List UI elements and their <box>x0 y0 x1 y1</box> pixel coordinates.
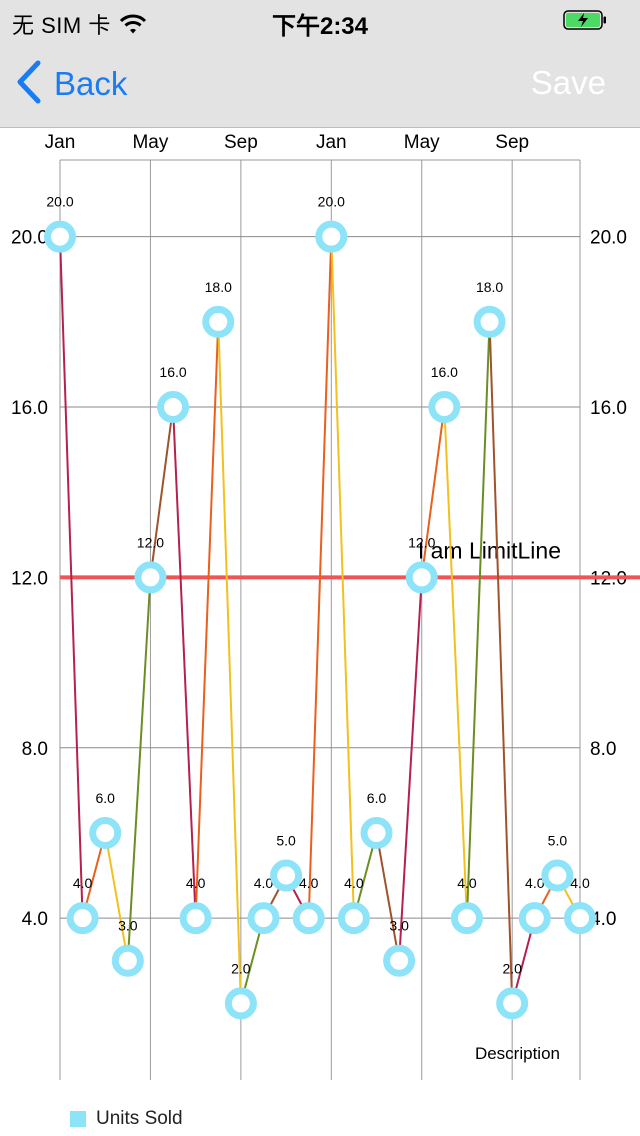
y-tick-label-left: 8.0 <box>22 739 48 760</box>
data-label: 16.0 <box>159 364 186 380</box>
chart-description: Description <box>475 1044 560 1063</box>
data-point <box>224 987 257 1020</box>
x-tick-label: Sep <box>224 132 258 153</box>
series-line-segment <box>194 321 220 919</box>
series-line-segment <box>488 321 514 1004</box>
wifi-icon <box>119 13 147 35</box>
data-label: 16.0 <box>431 364 458 380</box>
x-tick-label: Jan <box>45 132 76 153</box>
data-label: 18.0 <box>476 279 503 295</box>
data-point <box>179 902 212 935</box>
data-label: 4.0 <box>299 875 319 891</box>
data-point <box>564 902 596 935</box>
data-label: 20.0 <box>46 194 73 210</box>
data-point <box>89 816 122 849</box>
line-chart[interactable]: 4.0 4.0 8.0 8.0 12.0 12.0 16.0 16.0 20.0 20.0 Jan M… <box>0 128 640 1136</box>
series-line-segment <box>420 406 446 578</box>
data-label: 3.0 <box>118 918 138 934</box>
series-line-segment <box>217 321 242 1004</box>
status-bar: 无 SIM 卡 下午2:34 <box>0 0 640 40</box>
data-label: 2.0 <box>502 960 522 976</box>
data-label: 4.0 <box>570 875 590 891</box>
y-tick-label-right: 8.0 <box>590 739 616 760</box>
data-point <box>450 902 483 935</box>
back-button[interactable]: Back <box>14 60 127 108</box>
data-label: 12.0 <box>408 534 435 550</box>
data-label: 18.0 <box>205 279 232 295</box>
data-point <box>315 220 348 253</box>
chart-canvas: 4.0 4.0 8.0 8.0 12.0 12.0 16.0 16.0 20.0 20.0 Jan M… <box>11 132 640 1080</box>
data-point <box>134 561 167 594</box>
status-time: 下午2:34 <box>271 13 369 40</box>
data-label: 6.0 <box>95 790 115 806</box>
series-line-segment <box>307 236 333 919</box>
data-point <box>518 902 551 935</box>
y-tick-label-left: 16.0 <box>11 398 48 419</box>
data-point <box>157 391 190 424</box>
data-label: 4.0 <box>344 875 364 891</box>
data-point <box>383 944 416 977</box>
data-point <box>337 902 370 935</box>
chart-legend: Units Sold <box>70 1108 183 1130</box>
legend-label-units-sold: Units Sold <box>96 1108 183 1129</box>
limit-line-label: I am LimitLine <box>418 537 561 563</box>
y-tick-label-right: 20.0 <box>590 228 627 249</box>
x-tick-label: May <box>132 132 168 153</box>
data-label: 5.0 <box>276 833 296 849</box>
data-point <box>44 220 76 253</box>
data-point <box>405 561 438 594</box>
y-tick-label-right: 16.0 <box>590 398 627 419</box>
data-point <box>270 859 303 892</box>
data-point <box>473 305 506 338</box>
data-label: 4.0 <box>73 875 93 891</box>
series-line-segment <box>330 236 355 919</box>
series-line-segment <box>398 577 423 961</box>
y-tick-label-left: 12.0 <box>11 568 48 589</box>
data-point <box>541 859 574 892</box>
carrier-label: 无 SIM 卡 <box>12 13 111 38</box>
data-label: 6.0 <box>367 790 387 806</box>
carrier-indicator: 无 SIM 卡 <box>12 8 147 40</box>
x-tick-label: Sep <box>495 132 529 153</box>
data-point <box>496 987 529 1020</box>
data-point <box>202 305 235 338</box>
series-line-segment <box>126 577 152 961</box>
x-tick-label: Jan <box>316 132 347 153</box>
data-point <box>66 902 99 935</box>
data-point <box>428 391 461 424</box>
data-point <box>292 902 325 935</box>
data-point <box>247 902 280 935</box>
chevron-left-icon <box>14 60 42 109</box>
series-line-segment <box>149 406 175 578</box>
data-point <box>111 944 144 977</box>
series-line-segment <box>104 832 129 961</box>
series-line-segment <box>375 832 401 961</box>
data-label: 4.0 <box>186 875 206 891</box>
series-line-segment <box>59 236 84 919</box>
data-label: 20.0 <box>318 194 345 210</box>
y-tick-label-right: 4.0 <box>590 909 616 930</box>
legend-swatch-units-sold <box>70 1111 86 1127</box>
data-label: 12.0 <box>137 534 164 550</box>
battery-icon <box>563 10 607 30</box>
data-label: 4.0 <box>525 875 545 891</box>
series-line-segment <box>443 406 468 919</box>
navigation-bar: 无 SIM 卡 下午2:34 Back <box>0 0 640 128</box>
series-line-segment <box>465 321 491 919</box>
y-tick-label-left: 4.0 <box>22 909 48 930</box>
save-button[interactable]: Save <box>530 64 606 101</box>
x-tick-label: May <box>404 132 440 153</box>
data-label: 4.0 <box>457 875 477 891</box>
data-label: 2.0 <box>231 960 251 976</box>
data-label: 5.0 <box>548 833 568 849</box>
data-label: 4.0 <box>254 875 274 891</box>
y-tick-label-left: 20.0 <box>11 228 48 249</box>
series-line-segment <box>172 406 197 919</box>
back-label: Back <box>54 65 128 102</box>
data-label: 3.0 <box>389 918 409 934</box>
data-point <box>360 816 393 849</box>
